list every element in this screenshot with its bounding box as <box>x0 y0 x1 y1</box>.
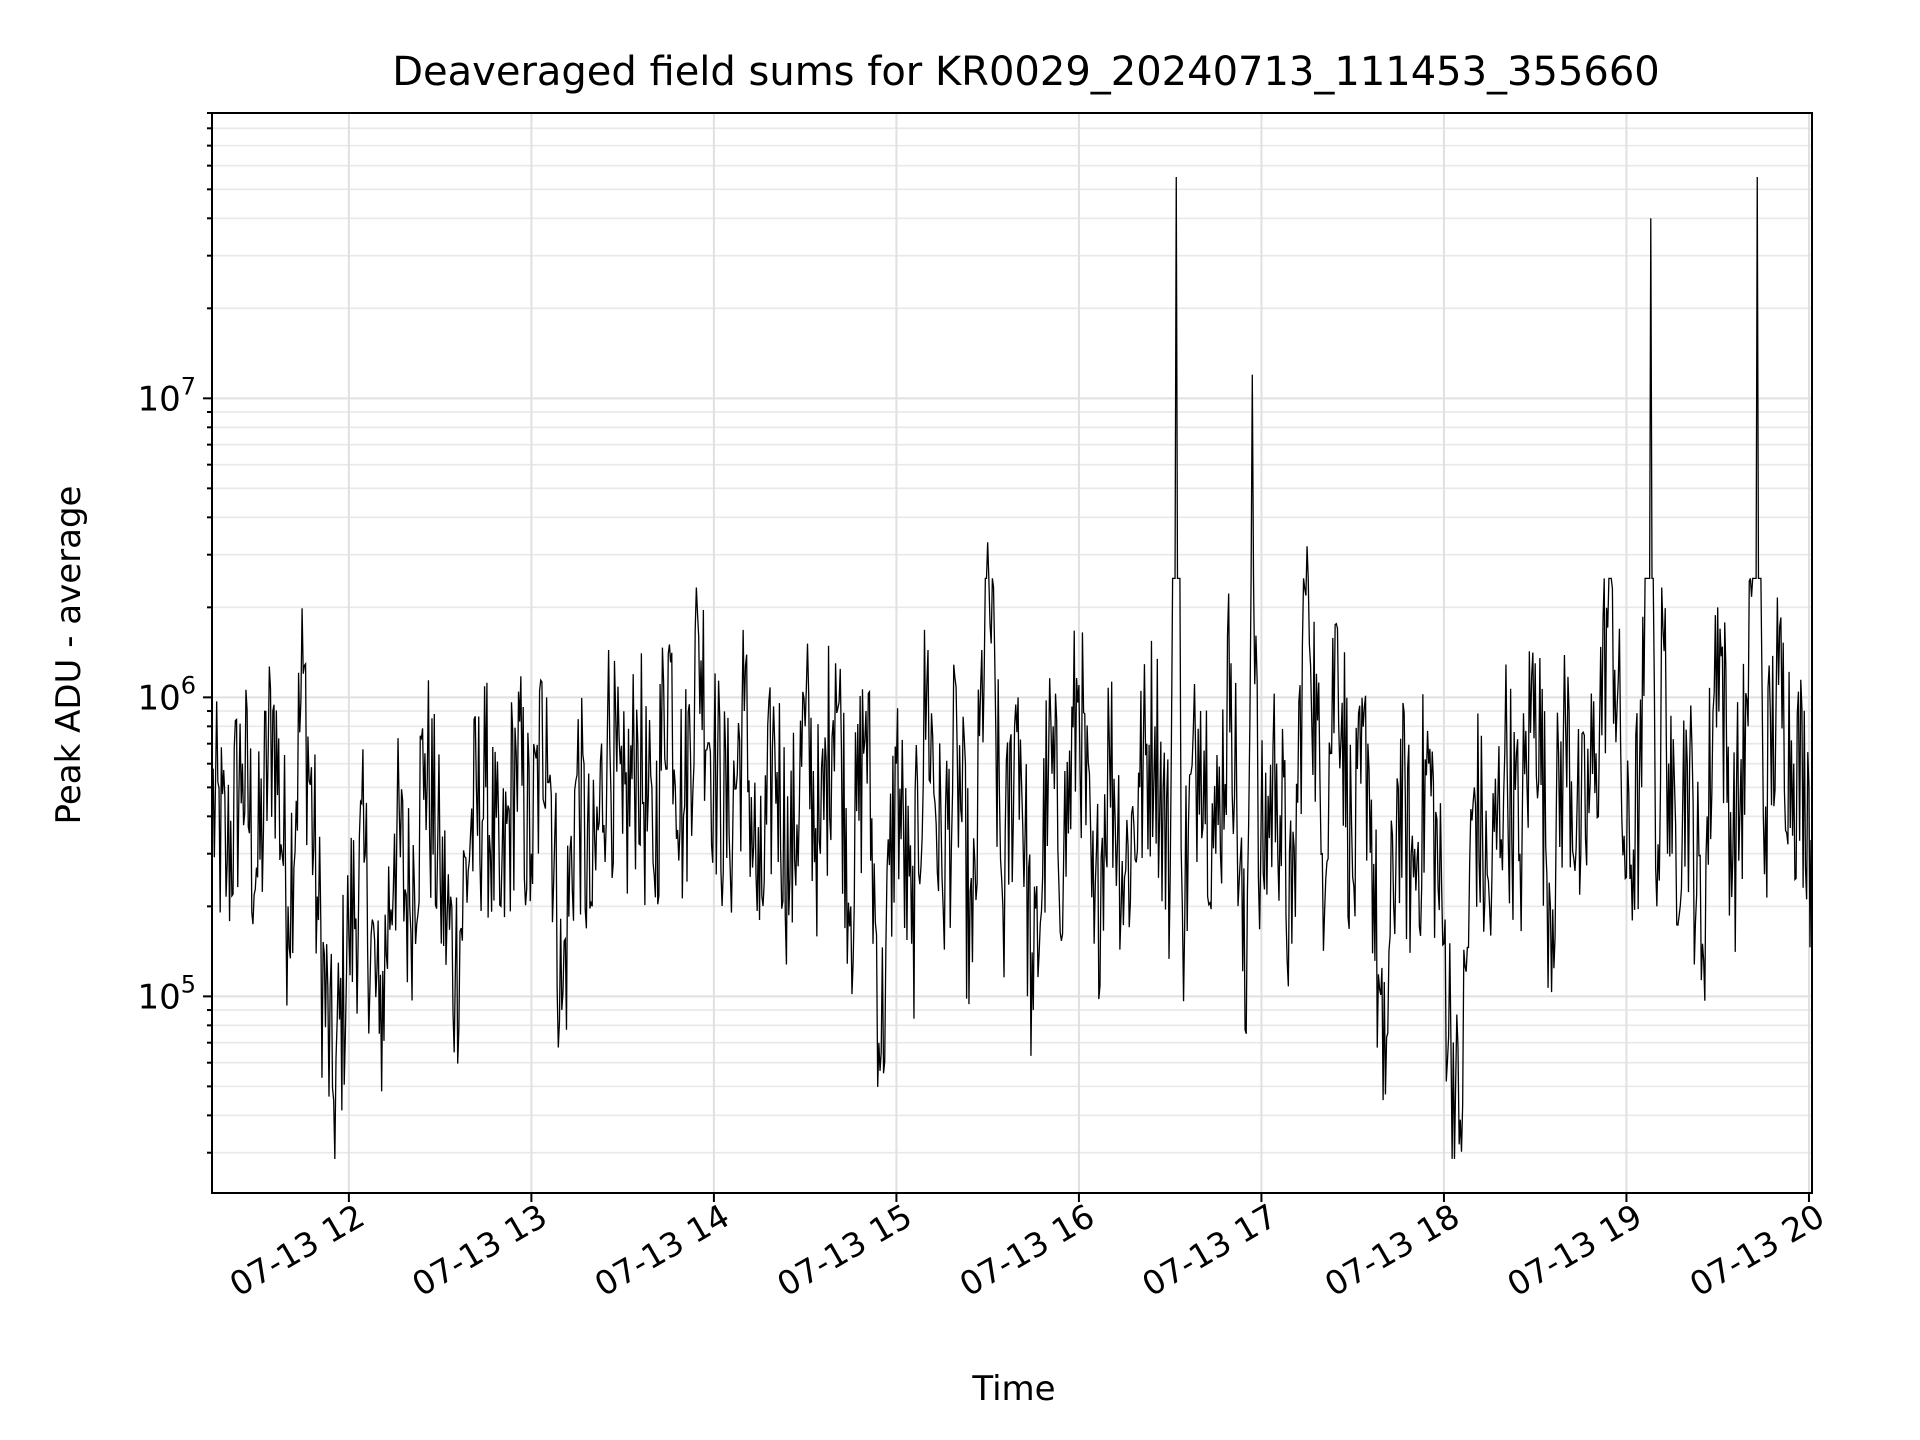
plot-frame <box>211 112 1813 1194</box>
y-axis-label: Peak ADU - average <box>49 486 89 825</box>
y-tick-exponent: 6 <box>181 671 196 699</box>
x-tick-label: 07-13 16 <box>953 1196 1101 1304</box>
x-tick-label: 07-13 17 <box>1135 1196 1283 1304</box>
x-tick-label: 07-13 14 <box>588 1196 736 1304</box>
y-tick-label: 107 <box>137 372 196 419</box>
chart-title: Deaveraged field sums for KR0029_2024071… <box>392 49 1660 95</box>
y-tick-base: 10 <box>137 379 180 419</box>
y-tick-exponent: 7 <box>181 372 196 400</box>
x-tick-label: 07-13 20 <box>1683 1196 1831 1304</box>
x-tick-label: 07-13 18 <box>1318 1196 1466 1304</box>
x-tick-label: 07-13 15 <box>770 1196 918 1304</box>
y-tick-base: 10 <box>137 977 180 1017</box>
series-line <box>211 176 1813 1159</box>
y-tick-label: 106 <box>137 671 196 718</box>
y-tick-label: 105 <box>137 970 196 1017</box>
x-tick-label: 07-13 12 <box>223 1196 371 1304</box>
x-tick-label: 07-13 19 <box>1500 1196 1648 1304</box>
x-axis: 07-13 12 07-13 13 07-13 14 07-13 15 07-13 16… <box>223 1193 1831 1304</box>
x-axis-label: Time <box>971 1369 1055 1409</box>
x-tick-label: 07-13 13 <box>405 1196 553 1304</box>
grid <box>212 112 1812 1193</box>
y-tick-base: 10 <box>137 678 180 718</box>
series-group <box>211 176 1813 1159</box>
y-tick-exponent: 5 <box>181 970 196 998</box>
